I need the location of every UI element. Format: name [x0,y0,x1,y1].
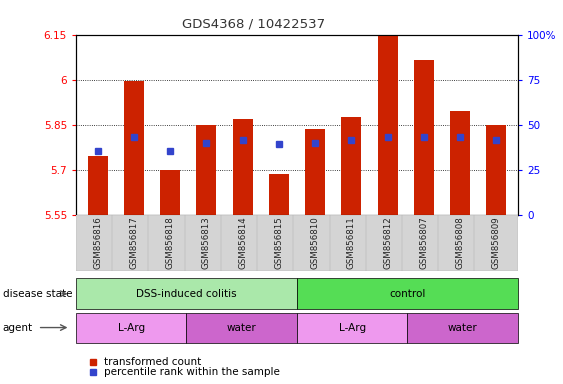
Text: GSM856809: GSM856809 [491,217,501,269]
Bar [293,215,337,271]
Text: transformed count: transformed count [104,357,202,367]
Text: GSM856816: GSM856816 [93,217,102,269]
Text: GSM856807: GSM856807 [419,217,428,269]
Bar [305,129,325,215]
Text: GSM856815: GSM856815 [274,217,283,269]
Bar [341,117,361,215]
Text: L-Arg: L-Arg [339,323,366,333]
Text: GSM856814: GSM856814 [238,217,247,269]
Text: water: water [448,323,477,333]
Bar [329,215,373,271]
Bar [112,215,156,271]
Bar [414,60,434,215]
Text: agent: agent [3,323,33,333]
Bar [269,174,289,215]
Bar [124,81,144,215]
Text: GSM856808: GSM856808 [455,217,464,269]
Bar [149,215,192,271]
Text: disease state: disease state [3,289,72,299]
Bar [450,111,470,215]
Bar [366,215,409,271]
Text: GSM856818: GSM856818 [166,217,175,269]
Bar [486,126,506,215]
Text: water: water [227,323,257,333]
Bar [257,215,301,271]
Bar [221,215,265,271]
Text: GSM856817: GSM856817 [129,217,138,269]
Text: GSM856812: GSM856812 [383,217,392,269]
Bar [438,215,482,271]
Text: GSM856813: GSM856813 [202,217,211,269]
Text: L-Arg: L-Arg [118,323,145,333]
Bar [196,126,216,215]
Text: DSS-induced colitis: DSS-induced colitis [136,289,237,299]
Bar [76,215,119,271]
Bar [475,215,518,271]
Bar [88,156,108,215]
Bar [233,119,253,215]
Bar [185,215,228,271]
Text: GDS4368 / 10422537: GDS4368 / 10422537 [182,17,325,30]
Text: GSM856810: GSM856810 [311,217,320,269]
Bar [402,215,445,271]
Text: GSM856811: GSM856811 [347,217,356,269]
Text: control: control [389,289,426,299]
Bar [160,170,180,215]
Text: percentile rank within the sample: percentile rank within the sample [104,367,280,377]
Bar [378,36,397,215]
